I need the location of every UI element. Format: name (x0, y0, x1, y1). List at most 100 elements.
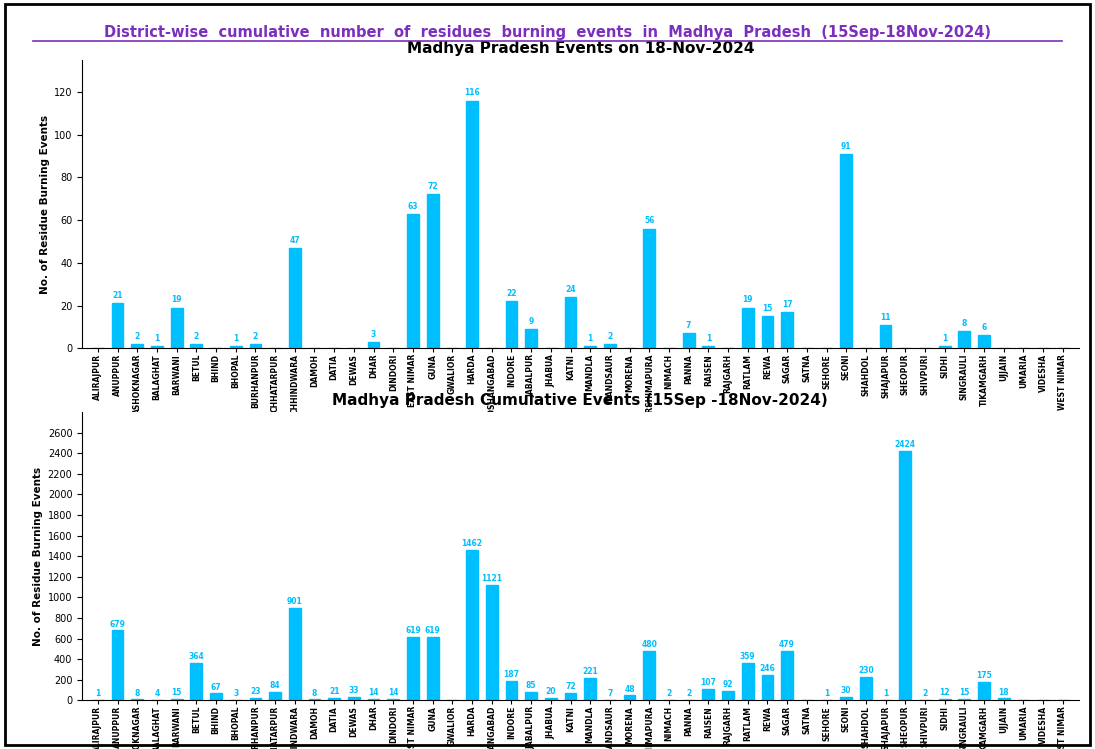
Text: 187: 187 (504, 670, 519, 679)
Text: 9: 9 (529, 317, 533, 326)
Bar (486, 585, 497, 700)
Bar (269, 691, 281, 700)
Bar (506, 681, 517, 700)
Bar (938, 699, 950, 700)
Bar (368, 342, 380, 348)
Text: 364: 364 (188, 652, 205, 661)
Text: 619: 619 (425, 625, 440, 634)
Text: 21: 21 (328, 688, 339, 697)
Bar (761, 316, 773, 348)
Bar (565, 693, 576, 700)
Text: 14: 14 (368, 688, 379, 697)
Bar (840, 697, 852, 700)
Bar (703, 346, 714, 348)
Bar (171, 308, 183, 348)
Text: 679: 679 (110, 619, 126, 628)
Text: 3: 3 (233, 689, 239, 698)
Text: 17: 17 (782, 300, 793, 309)
Text: 47: 47 (289, 236, 300, 245)
Bar (466, 100, 477, 348)
Bar (250, 698, 262, 700)
Text: 63: 63 (407, 201, 418, 210)
Text: 56: 56 (644, 216, 655, 225)
Text: 480: 480 (642, 640, 657, 649)
Text: 7: 7 (608, 689, 612, 698)
Bar (289, 248, 301, 348)
Text: 15: 15 (959, 688, 969, 697)
Text: 1: 1 (883, 689, 888, 698)
Bar (840, 154, 852, 348)
Bar (781, 312, 793, 348)
Bar (171, 699, 183, 700)
Text: 18: 18 (999, 688, 1010, 697)
Text: 2: 2 (194, 332, 199, 341)
Bar (585, 678, 596, 700)
Text: 116: 116 (464, 88, 480, 97)
Text: 1: 1 (588, 334, 592, 343)
Bar (585, 346, 596, 348)
Text: 19: 19 (172, 296, 182, 305)
Bar (230, 346, 242, 348)
Bar (407, 637, 419, 700)
Text: 1: 1 (233, 334, 239, 343)
Bar (860, 676, 872, 700)
Bar (683, 333, 694, 348)
Bar (348, 697, 360, 700)
Bar (526, 329, 537, 348)
Text: 48: 48 (624, 685, 635, 694)
Bar (998, 699, 1010, 700)
Text: District-wise  cumulative  number  of  residues  burning  events  in  Madhya  Pr: District-wise cumulative number of resid… (104, 25, 991, 40)
Text: 1: 1 (823, 689, 829, 698)
Bar (506, 301, 517, 348)
Bar (761, 675, 773, 700)
Text: 3: 3 (371, 330, 377, 339)
Text: 20: 20 (545, 688, 556, 697)
Text: 12: 12 (940, 688, 950, 697)
Text: 85: 85 (526, 681, 537, 690)
Text: 72: 72 (565, 682, 576, 691)
Text: 2: 2 (687, 689, 691, 698)
Text: 246: 246 (760, 664, 775, 673)
Bar (958, 331, 970, 348)
Text: 1: 1 (942, 334, 947, 343)
Y-axis label: No. of Residue Burning Events: No. of Residue Burning Events (39, 115, 49, 294)
Text: 230: 230 (858, 666, 874, 675)
Bar (151, 346, 163, 348)
Text: 15: 15 (172, 688, 182, 697)
Bar (427, 637, 439, 700)
Text: 21: 21 (113, 291, 123, 300)
Bar (210, 694, 222, 700)
Bar (624, 695, 635, 700)
Bar (644, 228, 655, 348)
Text: 2: 2 (135, 332, 140, 341)
Text: 175: 175 (976, 671, 992, 680)
Bar (722, 691, 734, 700)
Bar (899, 451, 911, 700)
Bar (565, 297, 576, 348)
Text: 2: 2 (253, 332, 258, 341)
Bar (958, 699, 970, 700)
Bar (545, 698, 556, 700)
Text: 33: 33 (348, 686, 359, 695)
Bar (604, 344, 615, 348)
Bar (289, 607, 301, 700)
Bar (741, 664, 753, 700)
Bar (250, 344, 262, 348)
Text: 4: 4 (154, 689, 160, 698)
Bar (388, 699, 400, 700)
Bar (781, 651, 793, 700)
Text: 1121: 1121 (481, 574, 503, 583)
Y-axis label: No. of Residue Burning Events: No. of Residue Burning Events (34, 467, 44, 646)
Bar (978, 682, 990, 700)
Bar (191, 663, 203, 700)
Bar (938, 346, 950, 348)
Text: 8: 8 (135, 688, 140, 697)
Bar (466, 550, 477, 700)
Title: Madhya Pradesh Events on 18-Nov-2024: Madhya Pradesh Events on 18-Nov-2024 (406, 41, 754, 56)
Text: 91: 91 (841, 142, 852, 151)
Bar (526, 691, 537, 700)
Text: 2424: 2424 (895, 440, 915, 449)
Bar (191, 344, 203, 348)
Text: 19: 19 (742, 296, 753, 305)
Text: 1: 1 (95, 689, 101, 698)
